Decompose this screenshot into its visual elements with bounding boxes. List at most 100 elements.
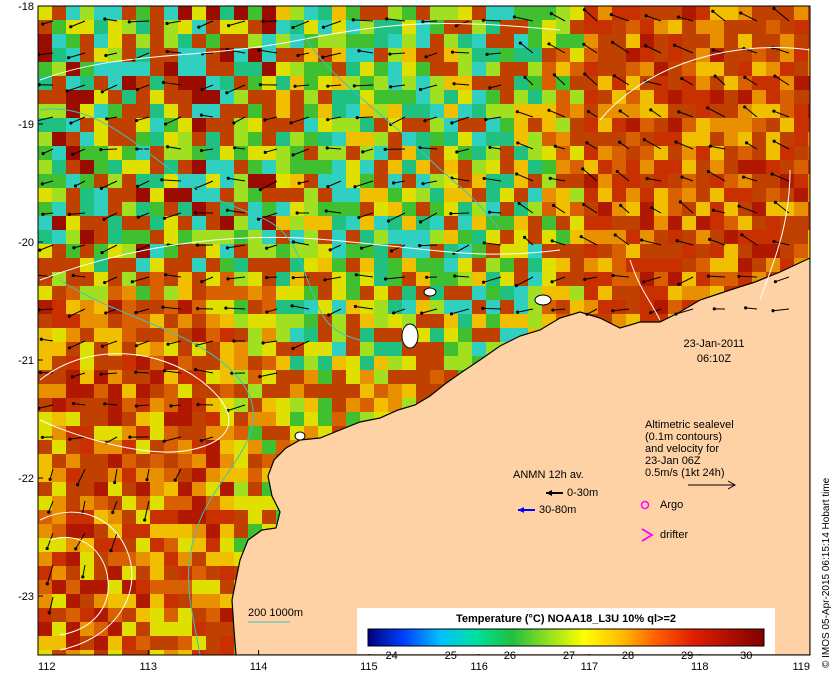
sst-cell bbox=[178, 300, 192, 314]
sst-cell bbox=[794, 160, 808, 174]
sst-cell bbox=[710, 160, 724, 174]
sst-cell bbox=[318, 160, 332, 174]
velocity-arrow-head bbox=[67, 314, 71, 318]
sst-cell bbox=[150, 496, 164, 510]
velocity-arrow-head bbox=[111, 510, 115, 515]
sst-cell bbox=[178, 524, 192, 538]
argo-label: Argo bbox=[660, 499, 683, 511]
velocity-arrow bbox=[524, 236, 534, 246]
sst-cell bbox=[290, 244, 304, 258]
velocity-arrow bbox=[616, 171, 630, 182]
sst-cell bbox=[696, 118, 710, 132]
sst-cell bbox=[444, 104, 458, 118]
sst-cell bbox=[584, 160, 598, 174]
sst-cell bbox=[318, 370, 332, 384]
velocity-arrow bbox=[643, 276, 662, 283]
sst-cell bbox=[150, 76, 164, 90]
sst-cell bbox=[332, 20, 346, 34]
velocity-arrow-head bbox=[45, 546, 49, 551]
sst-cell bbox=[332, 6, 346, 20]
velocity-arrow bbox=[102, 340, 118, 347]
sst-cell bbox=[332, 48, 346, 62]
sst-cell bbox=[206, 370, 220, 384]
sst-cell bbox=[486, 188, 500, 202]
velocity-arrow-head bbox=[130, 280, 134, 284]
velocity-arrow bbox=[517, 308, 534, 313]
velocity-arrow bbox=[619, 141, 630, 150]
sst-cell bbox=[682, 216, 696, 230]
velocity-arrow bbox=[393, 308, 406, 314]
sst-cell bbox=[640, 272, 654, 286]
velocity-arrow-head bbox=[226, 176, 230, 180]
velocity-arrow-head bbox=[194, 211, 198, 215]
sst-cell bbox=[388, 258, 402, 272]
velocity-arrow-head bbox=[550, 239, 554, 243]
velocity-arrow-head bbox=[162, 216, 167, 220]
sst-cell bbox=[640, 20, 654, 34]
sst-cell bbox=[696, 76, 710, 90]
velocity-arrow-head bbox=[163, 122, 168, 126]
velocity-arrow bbox=[552, 240, 566, 246]
sst-cell bbox=[654, 160, 668, 174]
sst-cell bbox=[332, 132, 346, 146]
sst-cell bbox=[192, 90, 206, 104]
sst-cell bbox=[80, 174, 94, 188]
velocity-arrow bbox=[266, 244, 278, 249]
sst-cell bbox=[668, 90, 682, 104]
velocity-arrow-head bbox=[359, 246, 364, 250]
sst-cell bbox=[108, 412, 122, 426]
sst-cell bbox=[164, 510, 178, 524]
sst-cell bbox=[374, 90, 388, 104]
velocity-arrow-head bbox=[41, 212, 45, 216]
velocity-arrow bbox=[452, 51, 470, 54]
sst-cell bbox=[584, 188, 598, 202]
velocity-arrow bbox=[738, 275, 758, 278]
sst-cell bbox=[346, 300, 360, 314]
sst-cell bbox=[388, 314, 402, 328]
velocity-arrow-head bbox=[135, 87, 139, 92]
velocity-arrow bbox=[586, 142, 598, 150]
anmn-arrow-icon bbox=[546, 490, 563, 496]
sst-cell bbox=[178, 538, 192, 552]
velocity-arrow bbox=[674, 44, 694, 54]
sst-cell bbox=[136, 202, 150, 216]
sst-cell bbox=[808, 34, 810, 48]
sst-cell bbox=[514, 6, 528, 20]
sst-cell bbox=[150, 398, 164, 412]
velocity-arrow-head bbox=[515, 110, 519, 114]
sst-cell bbox=[38, 566, 52, 580]
sst-cell bbox=[486, 202, 500, 216]
sst-cell bbox=[458, 244, 472, 258]
velocity-arrow bbox=[42, 148, 54, 154]
sst-cell bbox=[234, 118, 248, 132]
sst-cell bbox=[220, 90, 234, 104]
velocity-arrow-head bbox=[193, 367, 198, 372]
sst-cell bbox=[94, 384, 108, 398]
velocity-arrow bbox=[38, 404, 54, 409]
velocity-arrow bbox=[483, 276, 502, 283]
velocity-arrow-head bbox=[353, 185, 357, 189]
sst-cell bbox=[304, 356, 318, 370]
velocity-arrow-head bbox=[38, 370, 43, 375]
velocity-arrow-head bbox=[291, 153, 295, 157]
sst-cell bbox=[598, 6, 612, 20]
velocity-arrow bbox=[327, 147, 342, 150]
sst-cell bbox=[164, 300, 178, 314]
sst-cell bbox=[570, 6, 584, 20]
sst-cell bbox=[626, 34, 640, 48]
velocity-arrow-head bbox=[482, 280, 486, 284]
velocity-arrow-head bbox=[291, 25, 295, 30]
sst-cell bbox=[80, 342, 94, 356]
sst-cell bbox=[38, 118, 52, 132]
sst-cell bbox=[472, 174, 486, 188]
sst-cell bbox=[388, 104, 402, 118]
sst-cell bbox=[374, 370, 388, 384]
velocity-arrow bbox=[42, 20, 54, 25]
sst-cell bbox=[472, 342, 486, 356]
anmn-label: 30-80m bbox=[539, 504, 576, 516]
sst-cell bbox=[626, 76, 640, 90]
sst-cell bbox=[52, 216, 66, 230]
sst-cell bbox=[444, 202, 458, 216]
velocity-arrow-head bbox=[583, 72, 587, 76]
velocity-arrow-head bbox=[453, 274, 457, 278]
